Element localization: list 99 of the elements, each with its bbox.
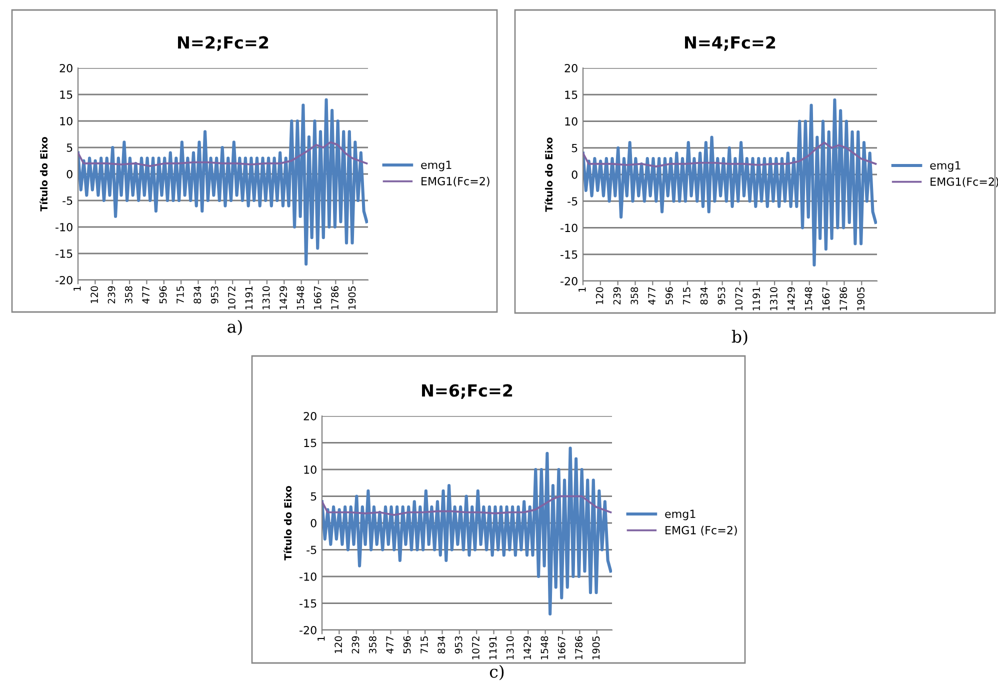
x-tick-label: 1667 — [822, 287, 830, 310]
legend-label: emg1 — [665, 510, 696, 520]
legend-label: EMG1 (Fc=2) — [666, 526, 737, 536]
x-tick-label: 239 — [613, 287, 621, 304]
x-tick-label: 1429 — [787, 287, 795, 310]
x-tick-label: 1548 — [804, 287, 812, 310]
y-tick-label: -5 — [306, 546, 316, 554]
x-tick-label: 239 — [352, 636, 360, 654]
x-tick-label: 596 — [403, 636, 411, 654]
chart-title: N=6;Fc=2 — [422, 384, 512, 399]
x-tick-label: 1548 — [296, 286, 304, 310]
x-tick-label: 715 — [683, 287, 690, 304]
y-tick-label: 0 — [572, 170, 578, 179]
x-tick-label: 1667 — [314, 286, 322, 310]
x-tick-label: 1548 — [540, 636, 548, 660]
legend-label: EMG1(Fc=2) — [422, 176, 490, 187]
chart-title: N=4;Fc=2 — [685, 36, 776, 51]
legend-label: EMG1(Fc=2) — [930, 177, 998, 188]
x-tick-label: 1072 — [472, 636, 480, 660]
chart-title: N=2;Fc=2 — [178, 36, 268, 51]
x-tick-label: 1905 — [857, 287, 864, 310]
line-series — [322, 446, 612, 616]
y-tick-label: 10 — [565, 117, 578, 126]
text: a) — [228, 320, 242, 336]
legend-label: emg1 — [421, 160, 452, 172]
y-tick-label: 10 — [304, 465, 316, 474]
x-tick-label: 1 — [74, 286, 81, 291]
x-tick-label: 1310 — [262, 286, 270, 310]
y-tick-label: -15 — [56, 250, 72, 258]
y-axis-title: Título do Eixo — [40, 136, 48, 212]
y-tick-label: 15 — [304, 438, 316, 448]
x-tick-label: 1072 — [228, 286, 236, 310]
x-tick-label: 1786 — [575, 636, 582, 660]
y-tick-label: 0 — [310, 518, 316, 528]
y-tick-label: -15 — [300, 599, 316, 608]
x-tick-label: 596 — [159, 286, 167, 304]
y-tick-label: 5 — [572, 144, 578, 152]
x-tick-label: 1 — [578, 287, 586, 292]
x-tick-label: 1310 — [770, 287, 778, 310]
y-tick-label: 20 — [60, 64, 72, 72]
x-tick-label: 953 — [210, 286, 218, 304]
x-tick-label: 1072 — [735, 288, 743, 310]
y-tick-label: 5 — [310, 492, 316, 501]
x-tick-label: 477 — [386, 636, 394, 654]
x-tick-label: 1191 — [489, 636, 497, 660]
y-tick-label: 10 — [60, 116, 72, 126]
x-tick-label: 358 — [369, 636, 376, 654]
x-tick-label: 596 — [666, 287, 673, 304]
x-tick-label: 1667 — [558, 636, 566, 660]
text: c) — [490, 664, 504, 680]
y-tick-label: -20 — [560, 276, 578, 286]
x-tick-label: 1786 — [331, 286, 338, 310]
x-tick-label: 1905 — [592, 636, 600, 660]
y-tick-label: 0 — [66, 170, 72, 178]
x-tick-label: 715 — [420, 636, 428, 654]
x-tick-label: 715 — [176, 286, 184, 304]
x-tick-label: 358 — [630, 287, 638, 304]
x-tick-label: 358 — [125, 286, 132, 304]
y-axis-title: Título do Eixo — [284, 486, 292, 560]
x-tick-label: 953 — [718, 287, 726, 304]
x-tick-label: 477 — [648, 287, 656, 305]
line-series — [583, 142, 877, 168]
x-tick-label: 1191 — [752, 287, 760, 310]
x-tick-label: 1191 — [245, 286, 253, 310]
text: b) — [732, 330, 748, 346]
y-tick-label: -15 — [560, 250, 578, 259]
line-series — [78, 98, 368, 266]
y-tick-label: 20 — [304, 412, 316, 420]
y-tick-label: 20 — [564, 64, 578, 72]
line-series — [322, 495, 612, 516]
x-tick-label: 1786 — [840, 287, 848, 310]
x-tick-label: 834 — [194, 286, 202, 304]
y-tick-label: -20 — [300, 626, 316, 634]
x-tick-label: 953 — [454, 636, 462, 654]
x-tick-label: 120 — [334, 636, 342, 654]
y-tick-label: -5 — [62, 196, 72, 205]
x-tick-label: 120 — [596, 287, 604, 304]
x-tick-label: 120 — [90, 286, 98, 304]
legend-label: emg1 — [930, 161, 960, 172]
y-tick-label: 5 — [66, 144, 72, 152]
x-tick-label: 1905 — [348, 286, 356, 310]
y-tick-label: -20 — [56, 276, 72, 284]
y-axis-title: Título do Eixo — [544, 137, 553, 212]
y-tick-label: -10 — [560, 224, 578, 232]
x-tick-label: 239 — [108, 286, 116, 304]
x-tick-label: 1310 — [506, 636, 514, 660]
x-tick-label: 1429 — [280, 286, 287, 310]
x-tick-label: 477 — [142, 286, 150, 304]
x-tick-label: 834 — [700, 287, 708, 304]
y-tick-label: -10 — [300, 572, 316, 581]
line-series — [78, 141, 368, 168]
x-tick-label: 834 — [438, 636, 446, 654]
x-tick-label: 1429 — [524, 636, 531, 660]
y-tick-label: -10 — [56, 222, 72, 232]
y-tick-label: -5 — [568, 197, 578, 206]
x-tick-label: 1 — [318, 636, 325, 641]
y-tick-label: 15 — [565, 90, 578, 100]
y-tick-label: 15 — [60, 90, 72, 99]
line-series — [583, 98, 877, 267]
